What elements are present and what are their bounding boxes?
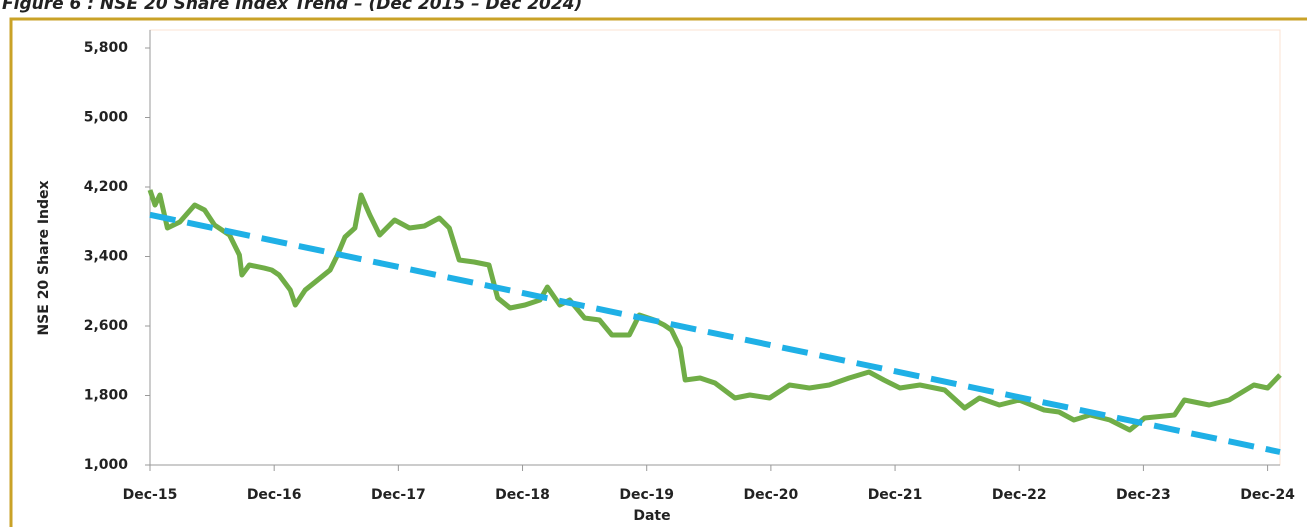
x-tick-label: Dec-21: [868, 487, 923, 503]
x-axis-label: Date: [633, 508, 670, 524]
x-tick-label: Dec-17: [371, 487, 426, 503]
chart-title: Figure 6 : NSE 20 Share Index Trend – (D…: [2, 0, 582, 14]
x-tick-label: Dec-22: [992, 487, 1047, 503]
y-tick-label: 4,200: [84, 179, 129, 195]
x-tick-label: Dec-23: [1116, 487, 1171, 503]
index-line: [147, 189, 1282, 433]
frame: [9, 17, 1307, 527]
y-axis-label: NSE 20 Share Index: [36, 180, 52, 335]
trend-line: [149, 211, 1281, 455]
y-tick-label: 1,000: [84, 457, 129, 473]
x-tick-label: Dec-16: [247, 487, 302, 503]
y-tick-label: 2,600: [84, 318, 129, 334]
y-tick-label: 5,000: [84, 110, 129, 126]
x-tick-label: Dec-15: [123, 487, 178, 503]
x-tick-label: Dec-24: [1240, 487, 1295, 503]
y-tick-label: 3,400: [84, 249, 129, 265]
x-tick-label: Dec-19: [619, 487, 674, 503]
y-tick-label: 1,800: [84, 388, 129, 404]
y-tick-label: 5,800: [84, 40, 129, 56]
x-tick-label: Dec-20: [744, 487, 799, 503]
x-tick-label: Dec-18: [495, 487, 550, 503]
